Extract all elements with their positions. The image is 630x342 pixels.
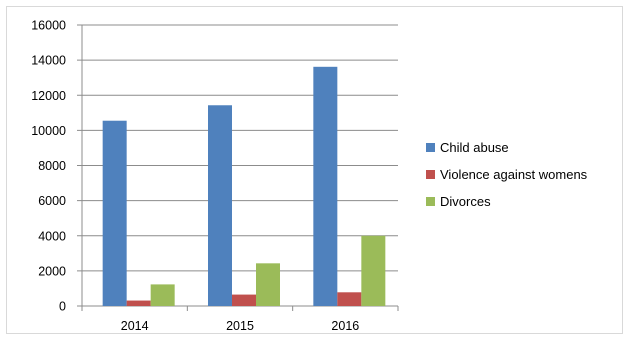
y-tick-label: 16000 (31, 19, 66, 33)
bar-divorces (150, 284, 175, 306)
bar-divorces (256, 263, 280, 306)
bar-violence-against-womens (337, 292, 362, 306)
y-tick-label: 0 (59, 300, 66, 314)
y-tick-label: 14000 (31, 54, 66, 68)
bar-divorces (361, 235, 386, 306)
legend-label: Divorces (440, 194, 491, 209)
y-tick-label: 6000 (38, 194, 66, 208)
bar-violence-against-womens (126, 300, 151, 306)
legend-swatch (426, 170, 435, 179)
y-tick-label: 2000 (38, 264, 66, 278)
legend-label: Violence against womens (440, 167, 588, 182)
bar-child-abuse (208, 105, 232, 307)
y-tick-label: 12000 (31, 89, 66, 103)
x-tick-label: 2014 (121, 319, 149, 333)
y-tick-label: 4000 (38, 229, 66, 243)
x-tick-label: 2016 (331, 319, 359, 333)
legend-label: Child abuse (440, 140, 509, 155)
legend-swatch (426, 143, 435, 152)
legend-swatch (426, 197, 435, 206)
bar-child-abuse (313, 66, 338, 306)
y-tick-label: 10000 (31, 124, 66, 138)
bar-violence-against-womens (232, 294, 256, 306)
y-tick-label: 8000 (38, 159, 66, 173)
x-tick-label: 2015 (226, 319, 254, 333)
bar-child-abuse (102, 120, 127, 306)
